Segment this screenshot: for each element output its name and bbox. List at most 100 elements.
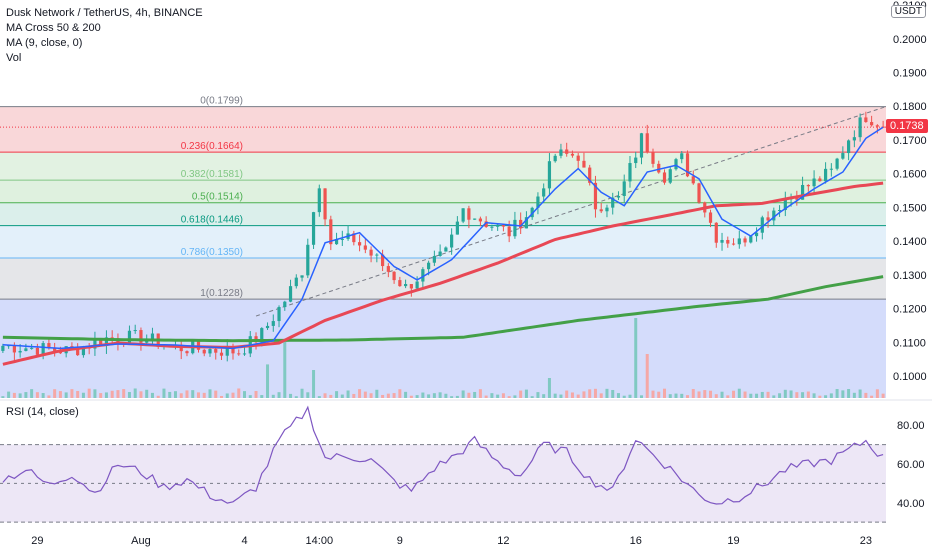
- candle-body: [311, 212, 316, 245]
- candle-body: [870, 122, 874, 126]
- candle-body: [432, 255, 436, 263]
- volume-bar: [605, 388, 609, 398]
- price-tick-label: 0.1500: [893, 202, 927, 214]
- price-tick-label: 0.1900: [893, 68, 927, 80]
- candle-body: [806, 184, 810, 187]
- volume-bar: [588, 389, 592, 398]
- candle-body: [559, 149, 563, 156]
- volume-bar: [663, 388, 666, 398]
- volume-bar: [271, 394, 275, 398]
- volume-bar: [829, 393, 833, 398]
- volume-bar: [473, 391, 477, 398]
- volume-bar: [24, 392, 28, 398]
- volume-bar: [634, 318, 638, 398]
- volume-bar: [651, 390, 655, 398]
- volume-bar: [415, 395, 419, 398]
- volume-bar: [116, 390, 120, 398]
- fib-band: [0, 106, 886, 153]
- price-tick-label: 0.2000: [893, 34, 927, 46]
- volume-bar: [185, 390, 189, 398]
- volume-bar: [53, 389, 57, 398]
- candle-body: [777, 209, 782, 211]
- candle-body: [317, 188, 321, 213]
- volume-bar: [570, 392, 574, 398]
- candle-body: [766, 217, 770, 221]
- candle-body: [415, 281, 419, 289]
- volume-bar: [386, 393, 390, 398]
- ma-legend[interactable]: MA (9, close, 0): [6, 37, 83, 49]
- candle-body: [611, 197, 615, 208]
- volume-bar: [1, 396, 5, 398]
- volume-bar: [81, 392, 85, 398]
- candle-body: [829, 168, 833, 170]
- price-tick-label: 0.1600: [893, 169, 927, 181]
- candle-body: [628, 163, 632, 182]
- volume-bar: [392, 393, 396, 398]
- volume-bar: [289, 393, 293, 398]
- volume-bar: [99, 393, 103, 398]
- rsi-legend[interactable]: RSI (14, close): [6, 406, 79, 418]
- volume-bar: [191, 390, 195, 398]
- volume-bar: [340, 394, 344, 398]
- price-tick-label: 0.1100: [893, 337, 926, 349]
- price-pane[interactable]: 0(0.1799) 0.236(0.1664) 0.382(0.1581) 0.5(0…: [0, 96, 887, 398]
- volume-bar: [168, 391, 172, 398]
- volume-bar: [691, 389, 695, 398]
- volume-bar: [680, 393, 684, 398]
- candle-body: [461, 208, 465, 222]
- volume-bar: [559, 394, 563, 398]
- volume-bar: [536, 392, 540, 398]
- candle-body: [202, 349, 206, 354]
- candle-body: [260, 328, 264, 343]
- volume-bar: [179, 393, 183, 398]
- candle-body: [772, 210, 776, 221]
- volume-bar: [714, 394, 718, 398]
- volume-bar: [398, 389, 402, 398]
- candle-body: [513, 219, 517, 237]
- candle-body: [691, 176, 695, 184]
- candle-body: [369, 249, 373, 256]
- currency-badge[interactable]: USDT: [890, 5, 926, 18]
- volume-bar: [243, 391, 247, 398]
- volume-bar: [35, 392, 39, 398]
- time-tick-label: 4: [241, 535, 247, 547]
- candle-body: [588, 167, 592, 183]
- volume-bar: [818, 395, 822, 398]
- volume-bar: [358, 389, 362, 398]
- volume-bar: [547, 378, 551, 398]
- candle-body: [754, 232, 759, 237]
- ma-cross-legend[interactable]: MA Cross 50 & 200: [6, 22, 101, 34]
- volume-bar: [524, 389, 528, 398]
- volume-bar: [743, 391, 747, 398]
- volume-bar: [582, 391, 586, 398]
- symbol-title[interactable]: Dusk Network / TetherUS, 4h, BINANCE: [6, 7, 203, 19]
- volume-bar: [231, 392, 235, 398]
- volume-bar: [41, 393, 45, 398]
- candle-body: [496, 224, 500, 227]
- candle-body: [708, 212, 713, 223]
- candle-body: [668, 169, 672, 183]
- candle-body: [553, 155, 557, 162]
- rsi-pane[interactable]: [0, 405, 886, 523]
- candle-body: [300, 275, 304, 278]
- candle-body: [657, 163, 661, 173]
- candle-body: [427, 262, 431, 270]
- candle-body: [622, 181, 626, 196]
- volume-legend[interactable]: Vol: [6, 52, 22, 64]
- volume-bar: [329, 394, 333, 398]
- volume-bar: [513, 395, 517, 398]
- fib-level-label: 0.786(0.1350): [181, 247, 243, 258]
- candle-body: [214, 349, 218, 353]
- candle-body: [47, 343, 51, 348]
- price-tick-label: 0.1800: [893, 101, 927, 113]
- volume-bar: [444, 393, 448, 398]
- candle-body: [823, 168, 828, 182]
- candle-body: [783, 199, 787, 210]
- volume-bar: [30, 389, 34, 398]
- volume-bar: [122, 389, 126, 398]
- candle-body: [76, 348, 80, 356]
- candle-body: [651, 152, 655, 164]
- fib-level-label: 1(0.1228): [200, 288, 243, 299]
